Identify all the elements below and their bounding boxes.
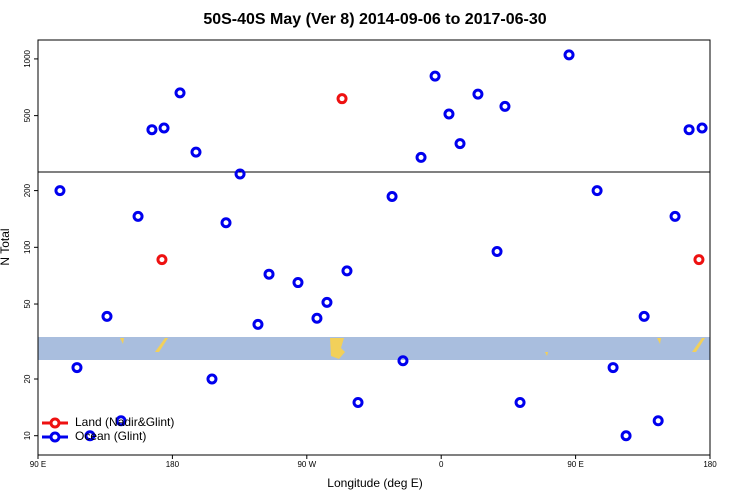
point: [429, 70, 441, 82]
point: [397, 355, 409, 367]
point: [669, 210, 681, 222]
point: [146, 124, 158, 136]
x-tick-label: 180: [166, 460, 180, 469]
point: [563, 49, 575, 61]
point: [514, 397, 526, 409]
y-tick-label: 200: [23, 183, 32, 197]
point: [115, 415, 127, 427]
point: [156, 254, 168, 266]
point: [491, 246, 503, 258]
point: [84, 430, 96, 442]
legend-label: Ocean (Glint): [75, 429, 146, 443]
point: [620, 430, 632, 442]
x-tick-label: 90 E: [567, 460, 583, 469]
y-axis-label: N Total: [0, 228, 12, 265]
point: [252, 318, 264, 330]
point: [234, 168, 246, 180]
legend-marker: [49, 417, 61, 429]
y-tick-label: 50: [23, 299, 32, 308]
point: [638, 310, 650, 322]
y-tick-label: 100: [23, 240, 32, 254]
point: [336, 93, 348, 105]
point: [386, 191, 398, 203]
y-tick-label: 1000: [23, 49, 32, 67]
x-tick-label: 0: [439, 460, 444, 469]
point: [206, 373, 218, 385]
x-tick-label: 90 W: [297, 460, 316, 469]
legend-label: Land (Nadir&Glint): [75, 415, 174, 429]
point: [54, 185, 66, 197]
y-tick-label: 500: [23, 108, 32, 122]
point: [693, 254, 705, 266]
point: [591, 185, 603, 197]
point: [311, 312, 323, 324]
point: [174, 87, 186, 99]
point: [341, 265, 353, 277]
land-shapes: [120, 338, 705, 359]
point: [292, 277, 304, 289]
point: [352, 397, 364, 409]
point: [472, 88, 484, 100]
x-axis-label: Longitude (deg E): [327, 476, 422, 490]
point: [101, 310, 113, 322]
x-tick-label: 90 E: [30, 460, 46, 469]
point: [454, 138, 466, 150]
plot-frame: [37, 39, 711, 456]
point: [696, 122, 708, 134]
chart-title: 50S-40S May (Ver 8) 2014-09-06 to 2017-0…: [203, 11, 546, 28]
point: [158, 122, 170, 134]
point: [415, 151, 427, 163]
x-tick-label: 180: [703, 460, 717, 469]
point: [607, 362, 619, 374]
point: [443, 108, 455, 120]
point: [190, 146, 202, 158]
point: [652, 415, 664, 427]
point: [71, 362, 83, 374]
point: [321, 296, 333, 308]
point: [499, 100, 511, 112]
y-tick-label: 10: [23, 431, 32, 440]
y-tick-label: 20: [23, 374, 32, 383]
point: [132, 210, 144, 222]
point: [220, 217, 232, 229]
legend-marker: [49, 431, 61, 443]
map-strip: [38, 337, 710, 360]
point: [263, 268, 275, 280]
point: [683, 124, 695, 136]
